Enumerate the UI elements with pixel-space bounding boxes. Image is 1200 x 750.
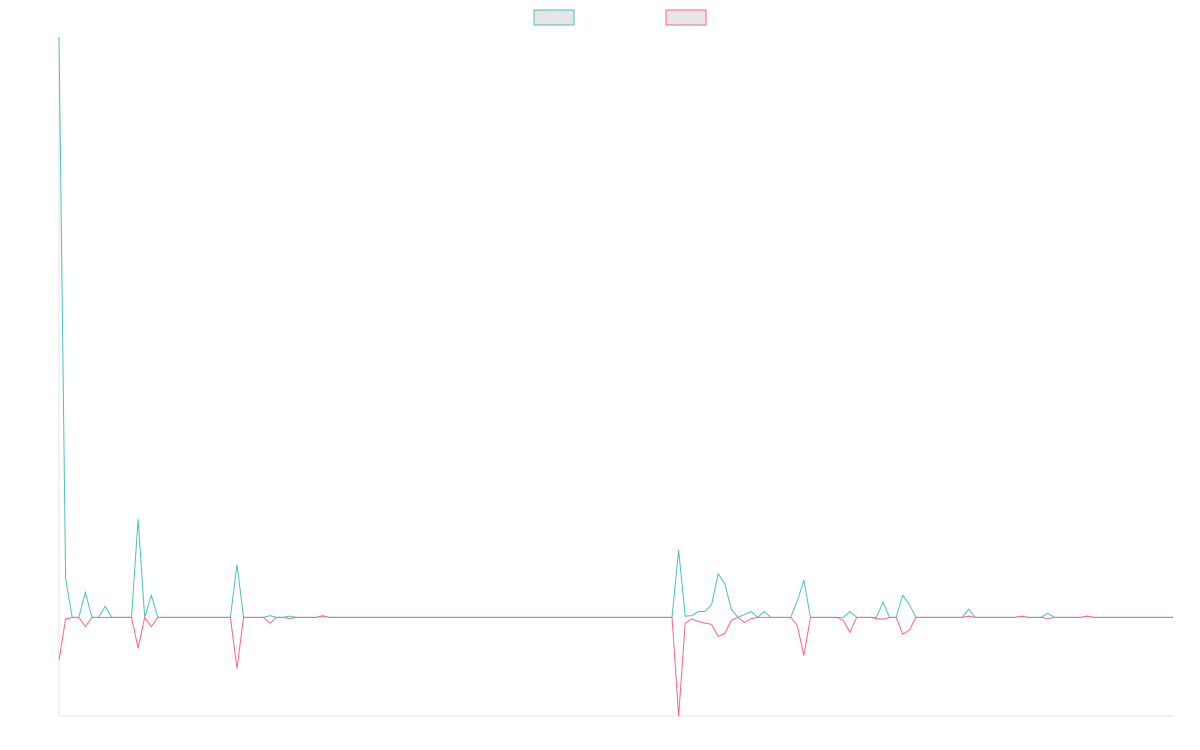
line-series xyxy=(58,615,1173,717)
legend-swatch[interactable] xyxy=(665,9,707,26)
line-series xyxy=(58,36,1173,619)
legend-swatch[interactable] xyxy=(533,9,575,26)
